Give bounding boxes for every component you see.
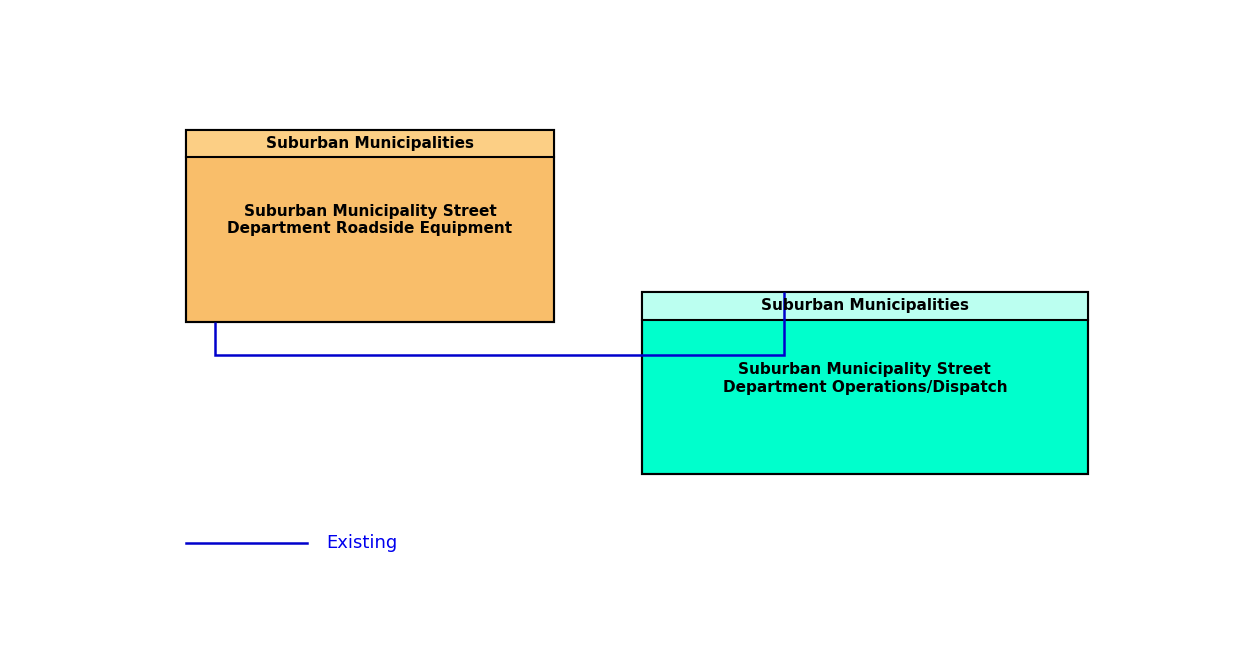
FancyBboxPatch shape <box>641 291 1088 474</box>
FancyBboxPatch shape <box>185 130 555 322</box>
Text: Suburban Municipality Street
Department Operations/Dispatch: Suburban Municipality Street Department … <box>722 362 1007 395</box>
Text: Suburban Municipality Street
Department Roadside Equipment: Suburban Municipality Street Department … <box>228 204 512 236</box>
FancyBboxPatch shape <box>185 130 555 157</box>
Text: Suburban Municipalities: Suburban Municipalities <box>761 298 969 313</box>
FancyBboxPatch shape <box>641 291 1088 320</box>
Text: Existing: Existing <box>327 534 398 551</box>
Text: Suburban Municipalities: Suburban Municipalities <box>265 136 475 151</box>
